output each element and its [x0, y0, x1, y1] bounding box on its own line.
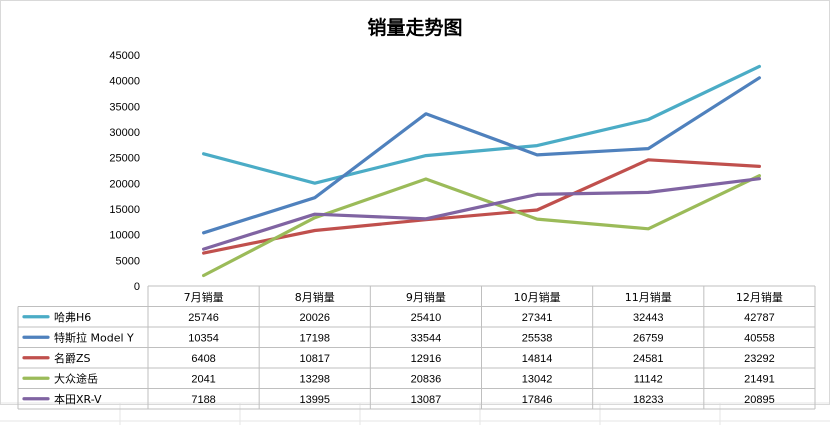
data-value: 25746	[188, 312, 219, 324]
data-value: 14814	[522, 353, 553, 365]
series-name: 哈弗H6	[54, 310, 91, 324]
y-tick-label: 40000	[109, 76, 140, 88]
category-label: 12月销量	[736, 290, 783, 304]
data-value: 17846	[522, 394, 553, 406]
data-value: 12916	[411, 353, 442, 365]
data-value: 25538	[522, 332, 553, 344]
category-label: 7月销量	[184, 290, 224, 304]
series-line	[202, 76, 762, 235]
data-value: 25410	[411, 312, 442, 324]
data-value: 20895	[744, 394, 775, 406]
y-tick-label: 30000	[109, 127, 140, 139]
y-tick-label: 5000	[116, 255, 140, 267]
data-value: 10354	[188, 332, 219, 344]
data-value: 13995	[299, 394, 330, 406]
y-tick-label: 0	[134, 281, 140, 293]
plot-series	[202, 64, 762, 278]
data-value: 17198	[299, 332, 330, 344]
data-value: 13298	[299, 373, 330, 385]
series-line	[202, 64, 762, 185]
series-line	[202, 174, 762, 278]
data-value: 42787	[744, 312, 775, 324]
y-tick-label: 20000	[109, 178, 140, 190]
chart-title: 销量走势图	[367, 16, 462, 39]
series-line	[202, 158, 762, 255]
y-tick-label: 10000	[109, 230, 140, 242]
data-value: 11142	[634, 373, 663, 385]
data-value: 6408	[191, 353, 215, 365]
category-label: 9月销量	[406, 290, 446, 304]
data-value: 27341	[522, 312, 553, 324]
y-tick-label: 45000	[109, 50, 140, 62]
data-value: 32443	[633, 312, 664, 324]
data-value: 26759	[633, 332, 664, 344]
category-label: 10月销量	[514, 290, 561, 304]
data-value: 24581	[633, 353, 664, 365]
series-name: 大众途岳	[54, 371, 98, 385]
data-value: 20836	[411, 373, 442, 385]
category-label: 8月销量	[295, 290, 335, 304]
series-name: 本田XR-V	[54, 392, 102, 406]
series-name: 名爵ZS	[54, 351, 91, 365]
series-line	[202, 177, 762, 251]
y-tick-label: 25000	[109, 153, 140, 165]
data-value: 23292	[744, 353, 775, 365]
data-value: 7188	[191, 394, 215, 406]
y-tick-label: 15000	[109, 204, 140, 216]
data-value: 10817	[299, 353, 330, 365]
data-value: 2041	[191, 373, 215, 385]
data-value: 33544	[411, 332, 442, 344]
data-value: 20026	[299, 312, 330, 324]
y-tick-label: 35000	[109, 101, 140, 113]
y-axis: 0 5000 10000 15000 20000 25000 30000 35000 40000…	[109, 50, 140, 293]
data-value: 18233	[633, 394, 664, 406]
data-value: 21491	[744, 373, 775, 385]
category-label: 11月销量	[625, 290, 672, 304]
series-name: 特斯拉 Model Y	[54, 330, 134, 344]
data-value: 40558	[744, 332, 775, 344]
data-value: 13042	[522, 373, 553, 385]
data-value: 13087	[411, 394, 442, 406]
